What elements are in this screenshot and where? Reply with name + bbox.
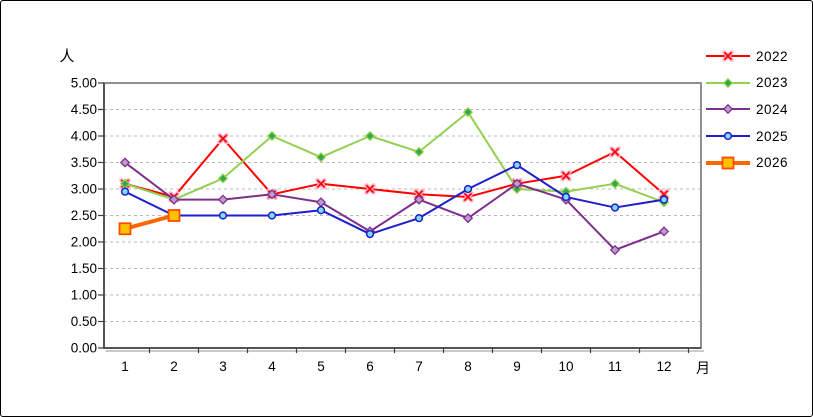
x-tick-label: 7 [415, 359, 423, 374]
series-2026-line [123, 213, 176, 231]
x-tick-label: 8 [464, 359, 472, 374]
legend-label-2024: 2024 [756, 101, 789, 117]
legend-swatch-2024 [706, 104, 750, 115]
legend-swatch-2026 [706, 156, 750, 170]
x-tick-label: 6 [366, 359, 374, 374]
axis-tick-labels: 5.00 4.50 4.00 3.50 3.00 2.50 2.00 1.50 1.00 0.50… [71, 76, 672, 375]
legend-item-2023: 2023 [705, 70, 788, 97]
x-tick-label: 4 [268, 359, 276, 374]
y-tick-label: 2.00 [71, 235, 97, 250]
marker-2024 [315, 197, 327, 208]
marker-2025 [512, 161, 522, 170]
x-tick-label: 2 [170, 359, 178, 374]
marker-2025 [610, 203, 620, 212]
marker-2024 [413, 194, 425, 205]
legend-item-2022: 2022 [705, 43, 788, 70]
y-tick-label: 1.50 [71, 261, 97, 276]
marker-2025 [267, 211, 277, 220]
series-2026 [118, 209, 181, 236]
marker-2022 [218, 134, 228, 143]
y-tick-label: 3.50 [71, 155, 97, 170]
y-tick-label: 1.00 [71, 288, 97, 303]
marker-2024 [658, 226, 670, 237]
marker-2026 [167, 209, 181, 222]
marker-2025 [218, 211, 228, 220]
marker-2023 [364, 130, 376, 142]
y-tick-label: 5.00 [71, 76, 97, 91]
marker-2022 [316, 179, 326, 188]
series-2024-line [124, 161, 665, 251]
marker-2023 [462, 107, 474, 118]
legend-swatch-2025 [706, 131, 750, 141]
legend-swatch-2023 [706, 77, 750, 89]
chart-legend: 2022 2023 2024 2025 2026 [705, 43, 788, 176]
legend-swatch-2022 [706, 50, 750, 62]
marker-2022 [414, 190, 424, 199]
marker-2024 [462, 213, 474, 224]
marker-2023 [217, 173, 229, 184]
marker-2024 [217, 194, 229, 205]
marker-2022 [365, 184, 375, 194]
legend-label-2026: 2026 [756, 155, 789, 171]
marker-2025 [561, 192, 571, 202]
marker-2022 [561, 171, 571, 180]
y-tick-label: 3.00 [71, 182, 97, 197]
marker-2022 [723, 52, 733, 61]
marker-2025 [414, 214, 424, 223]
marker-2024 [119, 157, 131, 168]
marker-2024 [168, 194, 180, 205]
y-tick-label: 0.50 [71, 314, 97, 329]
marker-2025 [723, 131, 733, 141]
x-tick-label: 11 [608, 359, 622, 374]
y-tick-label: 4.50 [71, 102, 97, 117]
y-tick-label: 4.00 [71, 129, 97, 144]
marker-2024 [722, 104, 734, 115]
legend-label-2025: 2025 [756, 128, 789, 144]
x-tick-label: 9 [513, 359, 521, 374]
marker-2023 [413, 146, 425, 158]
x-tick-label: 12 [656, 359, 671, 374]
legend-item-2025: 2025 [705, 123, 788, 150]
marker-2022 [610, 147, 620, 157]
x-tick-label: 10 [558, 359, 573, 374]
marker-2022 [463, 192, 473, 202]
marker-2024 [266, 189, 278, 200]
legend-label-2022: 2022 [756, 48, 789, 64]
marker-2026 [118, 222, 132, 236]
marker-2023 [511, 183, 523, 195]
legend-item-2024: 2024 [705, 96, 788, 123]
series-2022-line [124, 137, 665, 198]
legend-label-2023: 2023 [756, 75, 789, 91]
legend-item-2026: 2026 [705, 149, 788, 176]
marker-2025 [316, 206, 326, 215]
y-axis-title: 人 [59, 48, 74, 65]
series-2024 [119, 157, 670, 256]
axes [98, 82, 704, 353]
marker-2024 [511, 178, 523, 189]
series-2025-line [124, 164, 665, 236]
marker-2025 [365, 229, 375, 239]
x-tick-label: 3 [219, 359, 227, 374]
marker-2023 [266, 130, 278, 142]
x-tick-label: 5 [317, 359, 325, 374]
x-axis-title: 月 [696, 360, 710, 376]
data-series [118, 107, 670, 256]
marker-2025 [659, 195, 669, 204]
y-tick-label: 2.50 [71, 208, 97, 223]
series-2025 [120, 161, 669, 239]
marker-2024 [609, 244, 621, 256]
marker-2023 [609, 178, 621, 189]
marker-2023 [722, 77, 734, 89]
marker-2025 [463, 184, 473, 194]
marker-2026 [721, 156, 735, 170]
marker-2025 [120, 187, 130, 196]
marker-2023 [315, 152, 327, 163]
y-tick-label: 0.00 [71, 341, 97, 356]
x-tick-label: 1 [121, 359, 129, 374]
series-2023-line [124, 111, 665, 204]
